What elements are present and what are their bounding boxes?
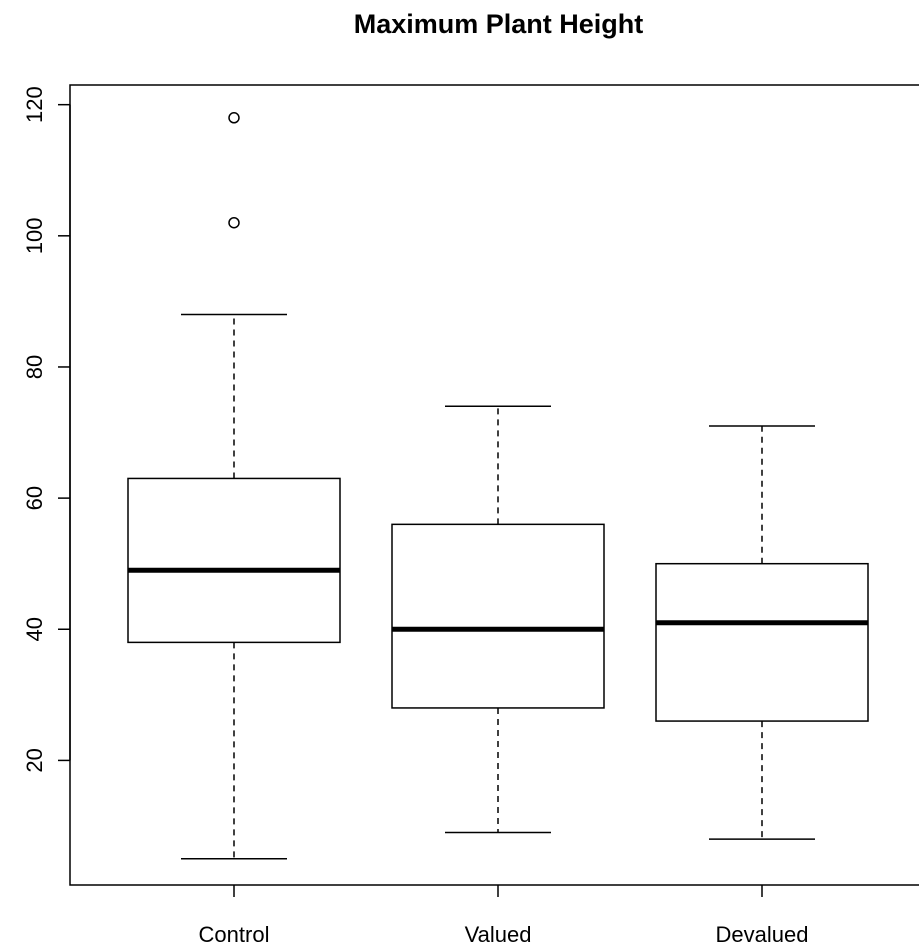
x-tick-label: Control	[199, 922, 270, 947]
x-tick-label: Valued	[465, 922, 532, 947]
interquartile-box	[655, 562, 869, 722]
y-tick-label: 80	[22, 355, 47, 379]
y-tick-label: 40	[22, 617, 47, 641]
axes-layer: 20 40 60 80 100 120 Control Valued Devalued	[22, 84, 919, 947]
boxes-layer	[127, 112, 869, 860]
interquartile-box	[391, 523, 605, 709]
y-tick-label: 20	[22, 748, 47, 772]
outlier-point	[228, 216, 240, 229]
y-tick-label: 60	[22, 486, 47, 510]
box-devalued	[655, 425, 869, 840]
y-tick-label: 120	[22, 86, 47, 123]
y-tick-label: 100	[22, 217, 47, 254]
outlier-point	[228, 112, 240, 124]
chart-title: Maximum Plant Height	[353, 9, 644, 39]
interquartile-box	[127, 477, 341, 644]
x-tick-label: Devalued	[716, 922, 809, 947]
box-control	[127, 112, 341, 860]
box-valued	[391, 405, 605, 834]
